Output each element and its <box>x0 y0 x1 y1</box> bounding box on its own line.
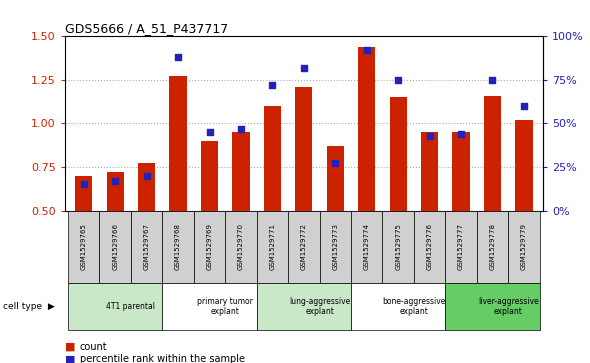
Bar <box>232 132 250 211</box>
Bar <box>421 132 438 211</box>
Text: liver-aggressive
explant: liver-aggressive explant <box>478 297 539 317</box>
Text: GSM1529772: GSM1529772 <box>301 223 307 270</box>
Text: GSM1529777: GSM1529777 <box>458 223 464 270</box>
Point <box>173 54 183 60</box>
Text: GSM1529767: GSM1529767 <box>143 223 150 270</box>
Bar <box>445 283 540 330</box>
Text: primary tumor
explant: primary tumor explant <box>197 297 253 317</box>
Point <box>362 47 372 53</box>
Bar <box>515 120 533 211</box>
Text: GSM1529770: GSM1529770 <box>238 223 244 270</box>
Text: GSM1529779: GSM1529779 <box>521 223 527 270</box>
Text: bone-aggressive
explant: bone-aggressive explant <box>382 297 445 317</box>
Bar <box>414 211 445 283</box>
Point <box>205 129 214 135</box>
Point <box>79 182 88 187</box>
Bar <box>327 146 344 211</box>
Bar <box>477 211 508 283</box>
Bar <box>257 283 351 330</box>
Text: GSM1529766: GSM1529766 <box>112 223 118 270</box>
Bar <box>382 211 414 283</box>
Text: GDS5666 / A_51_P437717: GDS5666 / A_51_P437717 <box>65 22 228 35</box>
Bar <box>358 47 375 211</box>
Bar <box>68 283 162 330</box>
Bar <box>131 211 162 283</box>
Text: cell type  ▶: cell type ▶ <box>3 302 55 311</box>
Bar <box>453 132 470 211</box>
Text: GSM1529771: GSM1529771 <box>270 223 276 270</box>
Point <box>330 160 340 166</box>
Text: count: count <box>80 342 107 352</box>
Text: ■: ■ <box>65 342 76 352</box>
Point <box>456 131 466 137</box>
Text: ■: ■ <box>65 354 76 363</box>
Text: GSM1529775: GSM1529775 <box>395 223 401 270</box>
Text: GSM1529768: GSM1529768 <box>175 223 181 270</box>
Point <box>110 178 120 184</box>
Bar <box>162 211 194 283</box>
Point <box>488 77 497 83</box>
Bar <box>484 95 501 211</box>
Text: percentile rank within the sample: percentile rank within the sample <box>80 354 245 363</box>
Text: GSM1529776: GSM1529776 <box>427 223 432 270</box>
Bar <box>68 211 100 283</box>
Point <box>268 82 277 88</box>
Bar <box>100 211 131 283</box>
Point <box>425 133 434 139</box>
Bar <box>320 211 351 283</box>
Bar <box>508 211 540 283</box>
Bar <box>201 141 218 211</box>
Bar <box>351 211 382 283</box>
Point <box>299 65 309 70</box>
Bar <box>389 97 407 211</box>
Bar <box>75 176 93 211</box>
Text: 4T1 parental: 4T1 parental <box>106 302 155 311</box>
Bar <box>194 211 225 283</box>
Bar <box>257 211 288 283</box>
Text: GSM1529769: GSM1529769 <box>206 223 212 270</box>
Point <box>236 126 245 131</box>
Text: GSM1529773: GSM1529773 <box>332 223 338 270</box>
Point <box>519 103 529 109</box>
Text: GSM1529765: GSM1529765 <box>81 223 87 270</box>
Bar <box>225 211 257 283</box>
Bar <box>107 172 124 211</box>
Bar <box>351 283 445 330</box>
Bar <box>445 211 477 283</box>
Point <box>142 173 152 179</box>
Bar <box>288 211 320 283</box>
Text: GSM1529778: GSM1529778 <box>490 223 496 270</box>
Text: lung-aggressive
explant: lung-aggressive explant <box>289 297 350 317</box>
Bar <box>295 87 313 211</box>
Bar <box>162 283 257 330</box>
Bar <box>138 163 155 211</box>
Text: GSM1529774: GSM1529774 <box>363 223 370 270</box>
Point <box>394 77 403 83</box>
Bar <box>169 76 186 211</box>
Bar <box>264 106 281 211</box>
